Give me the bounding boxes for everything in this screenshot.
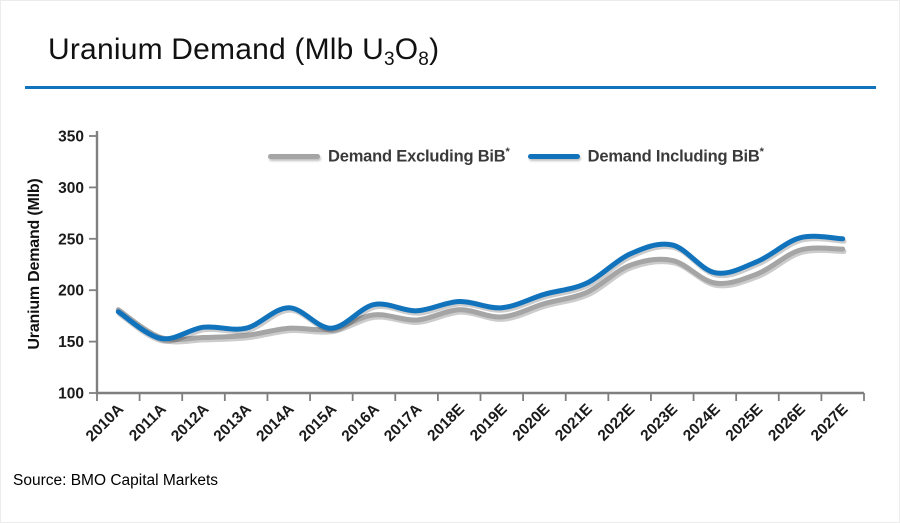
x-axis-tick-label: 2021E bbox=[552, 401, 596, 445]
x-axis-tick-label: 2011A bbox=[126, 401, 170, 445]
x-axis-tick-label: 2012A bbox=[168, 401, 212, 445]
x-axis-tick-label: 2026E bbox=[765, 401, 809, 445]
legend-asterisk: * bbox=[759, 146, 764, 158]
legend-label-including-bib: Demand Including BiB* bbox=[588, 146, 764, 167]
y-axis-tick-label: 150 bbox=[58, 334, 84, 351]
legend-label-excluding-bib: Demand Excluding BiB* bbox=[328, 146, 510, 167]
series-line-including-bib-shadow bbox=[117, 236, 847, 344]
axis-lines bbox=[95, 131, 864, 395]
y-axis-title: Uranium Demand (Mlb) bbox=[26, 178, 43, 350]
x-axis-tick-label: 2019E bbox=[467, 401, 511, 445]
source-note: Source: BMO Capital Markets bbox=[13, 472, 219, 489]
title-text-close: ) bbox=[429, 33, 440, 66]
x-axis-tick-label: 2025E bbox=[723, 401, 767, 445]
x-axis-tick-label: 2016A bbox=[339, 401, 383, 445]
x-axis-tick-label: 2010A bbox=[83, 401, 127, 445]
title-subscript-3: 3 bbox=[383, 49, 395, 70]
y-axis-tick-label: 250 bbox=[58, 231, 84, 248]
y-axis-tick-label: 350 bbox=[58, 129, 84, 146]
x-axis-tick-label: 2017A bbox=[381, 401, 425, 445]
legend-text: Demand Excluding BiB bbox=[328, 147, 506, 166]
title-divider bbox=[25, 86, 876, 89]
title-text: Uranium Demand (Mlb U bbox=[48, 33, 384, 66]
legend-item-including-bib: Demand Including BiB* bbox=[527, 146, 764, 167]
x-axis-tick-label: 2020E bbox=[510, 401, 554, 445]
page-title: Uranium Demand (Mlb U3O8) bbox=[48, 33, 440, 70]
x-axis-tick-label: 2023E bbox=[637, 401, 681, 445]
y-axis-tick-label: 300 bbox=[58, 180, 84, 197]
x-axis-tick-label: 2018E bbox=[424, 401, 468, 445]
x-axis-tick-label: 2015A bbox=[296, 401, 340, 445]
x-axis-tick-label: 2014A bbox=[253, 401, 297, 445]
y-axis-tick-label: 100 bbox=[58, 386, 84, 403]
series-line-including-bib bbox=[115, 233, 846, 342]
legend-asterisk: * bbox=[505, 146, 510, 158]
title-subscript-8: 8 bbox=[418, 49, 430, 70]
series-line-excluding-bib bbox=[115, 245, 846, 343]
chart-legend: Demand Excluding BiB* Demand Including B… bbox=[268, 146, 764, 167]
gray-line-swatch bbox=[268, 153, 320, 159]
x-axis-tick-label: 2024E bbox=[680, 401, 724, 445]
blue-line-swatch bbox=[527, 153, 580, 159]
x-axis-tick-label: 2013A bbox=[211, 401, 255, 445]
legend-item-excluding-bib: Demand Excluding BiB* bbox=[268, 146, 510, 167]
y-axis-tick-label: 200 bbox=[58, 283, 84, 300]
x-axis-tick-label: 2022E bbox=[595, 401, 639, 445]
x-axis-tick-label: 2027E bbox=[808, 401, 852, 445]
legend-text: Demand Including BiB bbox=[587, 147, 760, 166]
title-text-o: O bbox=[394, 33, 419, 66]
